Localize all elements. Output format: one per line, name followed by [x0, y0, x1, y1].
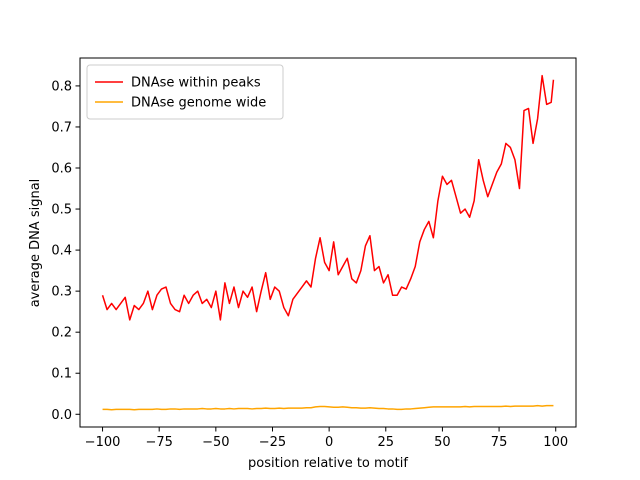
line-series	[101, 74, 555, 321]
legend-box	[86, 64, 284, 120]
x-tick-label: −100	[85, 435, 121, 450]
line-series	[102, 404, 554, 411]
x-tick-label: 0	[325, 435, 333, 450]
y-tick-label: 0.8	[51, 79, 72, 94]
y-tick-label: 0.5	[51, 203, 72, 218]
y-tick-label: 0.0	[51, 408, 72, 423]
y-tick-label: 0.4	[51, 244, 72, 259]
x-tick-label: 100	[543, 435, 568, 450]
x-tick-label: 50	[434, 435, 451, 450]
legend-label: DNAse genome wide	[131, 96, 266, 111]
x-tick-label: 75	[491, 435, 508, 450]
x-tick-label: −50	[202, 435, 229, 450]
y-axis-label: average DNA signal	[28, 179, 43, 308]
legend-label: DNAse within peaks	[131, 76, 261, 91]
x-tick-label: −25	[259, 435, 286, 450]
y-tick-label: 0.3	[51, 285, 72, 300]
legend: DNAse within peaks DNAse genome wide	[86, 64, 284, 120]
y-tick-label: 0.2	[51, 326, 72, 341]
y-tick-label: 0.1	[51, 367, 72, 382]
x-axis-label: position relative to motif	[248, 456, 408, 471]
plot-frame	[79, 57, 577, 428]
x-tick-label: 25	[378, 435, 395, 450]
y-tick-label: 0.7	[51, 120, 72, 135]
x-tick-label: −75	[145, 435, 172, 450]
y-tick-label: 0.6	[51, 162, 72, 177]
